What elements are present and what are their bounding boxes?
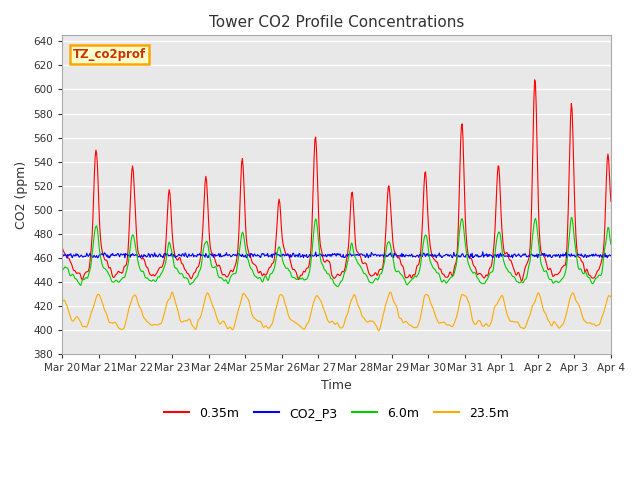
Line: CO2_P3: CO2_P3: [62, 252, 611, 258]
6.0m: [607, 241, 615, 247]
CO2_P3: [125, 252, 133, 258]
6.0m: [334, 284, 342, 289]
6.0m: [420, 236, 428, 242]
0.35m: [125, 236, 132, 241]
Line: 23.5m: 23.5m: [62, 292, 611, 331]
0.35m: [419, 200, 427, 205]
6.0m: [125, 257, 132, 263]
23.5m: [180, 318, 188, 324]
23.5m: [387, 289, 394, 295]
6.0m: [180, 275, 188, 281]
Text: TZ_co2prof: TZ_co2prof: [74, 48, 147, 61]
6.0m: [68, 272, 76, 277]
CO2_P3: [211, 252, 218, 258]
6.0m: [568, 215, 575, 220]
CO2_P3: [479, 249, 486, 255]
6.0m: [404, 281, 412, 287]
0.35m: [607, 199, 615, 204]
CO2_P3: [181, 250, 189, 256]
CO2_P3: [420, 251, 428, 256]
0.35m: [58, 245, 66, 251]
6.0m: [58, 267, 66, 273]
CO2_P3: [607, 253, 615, 259]
CO2_P3: [404, 252, 412, 258]
Legend: 0.35m, CO2_P3, 6.0m, 23.5m: 0.35m, CO2_P3, 6.0m, 23.5m: [159, 402, 514, 425]
23.5m: [125, 307, 132, 312]
6.0m: [209, 265, 217, 271]
CO2_P3: [58, 252, 66, 257]
23.5m: [607, 294, 615, 300]
Line: 6.0m: 6.0m: [62, 217, 611, 287]
Line: 0.35m: 0.35m: [62, 80, 611, 281]
X-axis label: Time: Time: [321, 379, 352, 392]
0.35m: [209, 252, 217, 257]
23.5m: [405, 322, 413, 327]
CO2_P3: [69, 253, 77, 259]
Y-axis label: CO2 (ppm): CO2 (ppm): [15, 161, 28, 229]
23.5m: [58, 299, 66, 305]
0.35m: [68, 264, 76, 269]
23.5m: [421, 293, 429, 299]
Title: Tower CO2 Profile Concentrations: Tower CO2 Profile Concentrations: [209, 15, 465, 30]
23.5m: [68, 318, 76, 324]
23.5m: [375, 328, 383, 334]
0.35m: [531, 77, 538, 83]
0.35m: [403, 275, 411, 280]
CO2_P3: [63, 255, 71, 261]
0.35m: [518, 278, 525, 284]
0.35m: [180, 266, 188, 272]
23.5m: [209, 304, 217, 310]
